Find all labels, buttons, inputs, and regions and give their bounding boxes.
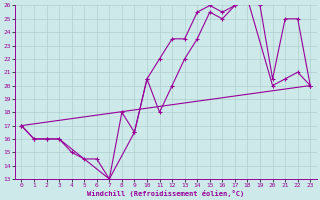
- X-axis label: Windchill (Refroidissement éolien,°C): Windchill (Refroidissement éolien,°C): [87, 190, 244, 197]
